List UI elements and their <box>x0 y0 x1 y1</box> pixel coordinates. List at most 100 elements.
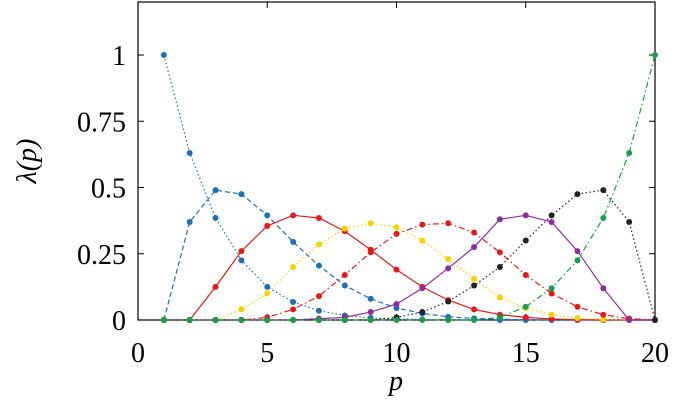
data-point <box>548 212 555 219</box>
x-tick-label: 10 <box>383 338 411 369</box>
data-point <box>264 317 271 323</box>
data-point <box>393 230 400 237</box>
data-point <box>496 216 503 223</box>
data-point <box>238 306 245 313</box>
data-point <box>522 237 529 244</box>
x-axis-label: p <box>387 366 403 397</box>
data-point <box>548 285 555 292</box>
data-point <box>367 317 374 323</box>
data-point <box>367 220 374 227</box>
data-point <box>548 290 555 297</box>
series-line <box>163 222 656 321</box>
data-point <box>238 191 245 198</box>
data-point <box>574 315 581 322</box>
x-tick-label: 0 <box>131 338 145 369</box>
data-point <box>574 248 581 255</box>
data-point <box>522 314 529 321</box>
data-point <box>264 212 271 219</box>
data-point <box>471 317 478 323</box>
series-line <box>163 222 655 321</box>
series-line <box>163 189 655 321</box>
y-tick-label: 0.5 <box>91 174 126 205</box>
series-line <box>163 189 656 321</box>
data-point <box>419 309 426 316</box>
series-line <box>163 54 656 321</box>
data-point <box>471 306 478 313</box>
data-point <box>496 264 503 270</box>
data-point <box>264 290 271 297</box>
data-point <box>290 212 297 219</box>
data-point <box>238 248 245 255</box>
data-point <box>652 317 658 323</box>
data-point <box>315 307 322 314</box>
data-point <box>315 317 322 323</box>
series-line <box>163 54 655 321</box>
data-point <box>574 303 581 310</box>
data-point <box>341 225 348 232</box>
data-point <box>600 187 607 194</box>
data-point <box>522 271 529 278</box>
data-point <box>496 294 503 301</box>
data-point <box>341 271 348 278</box>
data-point <box>212 317 219 323</box>
data-point <box>496 314 503 321</box>
data-point <box>212 187 219 194</box>
data-point <box>290 298 297 305</box>
data-point <box>315 293 322 300</box>
data-point <box>445 298 452 305</box>
data-point <box>419 317 426 323</box>
data-point <box>160 317 167 323</box>
data-point <box>186 150 193 157</box>
data-point <box>600 214 607 221</box>
series-line <box>163 214 655 321</box>
data-point <box>290 306 297 313</box>
data-point <box>393 301 400 308</box>
data-point <box>186 317 193 323</box>
data-point <box>212 283 219 290</box>
data-point <box>445 256 452 263</box>
series-line <box>163 214 655 321</box>
data-point <box>652 52 658 58</box>
data-point <box>393 317 400 323</box>
data-point <box>290 238 297 245</box>
data-point <box>548 218 555 225</box>
data-point <box>341 317 348 323</box>
data-point <box>367 309 374 316</box>
data-point <box>238 317 245 323</box>
data-point <box>393 266 400 273</box>
data-point <box>367 295 374 302</box>
data-point <box>160 52 167 58</box>
data-point <box>315 241 322 248</box>
y-tick-label: 0 <box>112 306 126 337</box>
data-point <box>600 285 607 292</box>
data-point <box>290 317 297 323</box>
data-point <box>419 285 426 292</box>
data-point <box>341 282 348 289</box>
data-point <box>626 150 633 157</box>
data-point <box>626 317 633 323</box>
y-axis-label: λ(p) <box>12 139 43 185</box>
data-point <box>238 257 245 264</box>
data-point <box>548 315 555 322</box>
data-point <box>212 214 219 221</box>
data-point <box>264 283 271 290</box>
x-tick-label: 20 <box>641 338 669 369</box>
data-point <box>290 264 297 270</box>
data-point <box>496 249 503 256</box>
data-point <box>471 282 478 289</box>
data-point <box>367 249 374 256</box>
data-point <box>393 224 400 231</box>
data-point <box>574 257 581 264</box>
data-point <box>471 244 478 251</box>
data-point <box>419 237 426 244</box>
x-tick-label: 5 <box>260 338 274 369</box>
data-point <box>471 229 478 236</box>
data-point <box>315 214 322 221</box>
data-point <box>522 212 529 219</box>
data-point <box>315 262 322 269</box>
data-point <box>419 221 426 228</box>
x-tick-label: 15 <box>512 338 540 369</box>
data-point <box>626 218 633 225</box>
data-point <box>471 275 478 282</box>
